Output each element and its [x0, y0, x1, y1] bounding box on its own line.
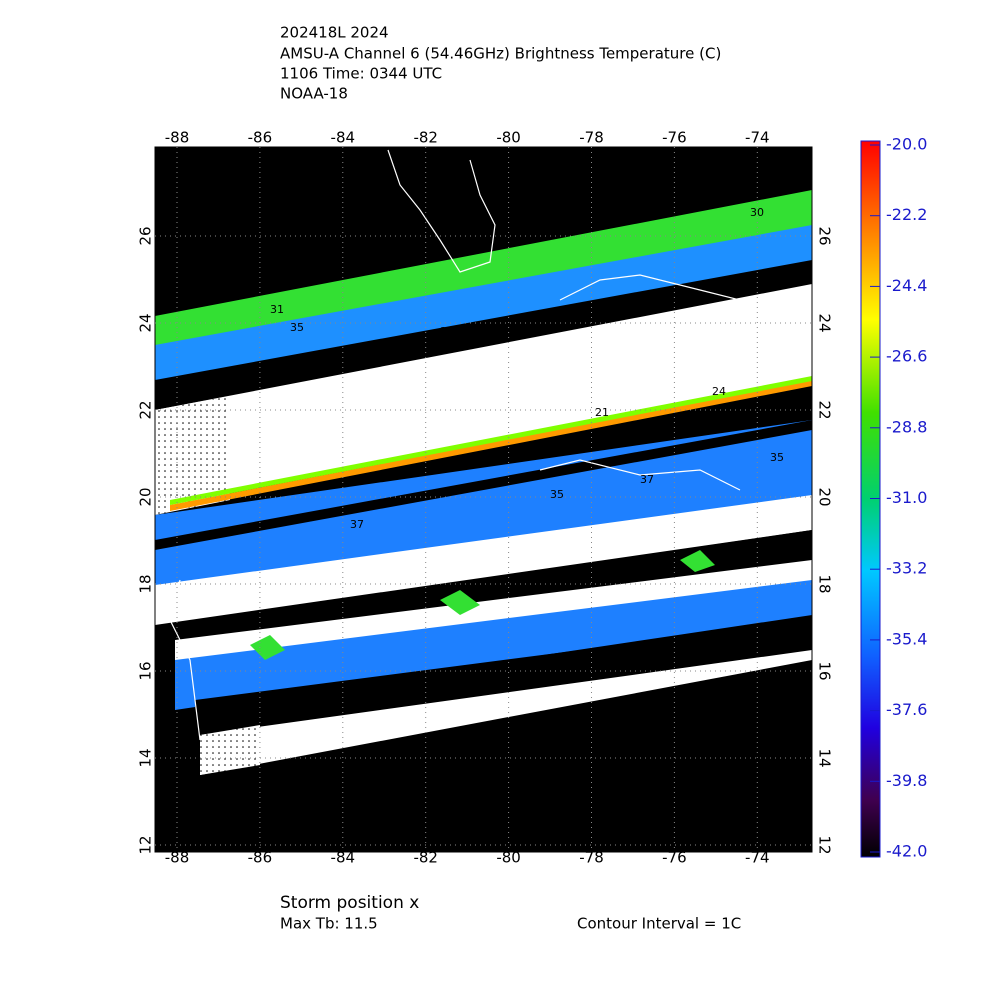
- colorbar-label: -42.0: [886, 842, 927, 861]
- contour-label: 35: [290, 321, 304, 334]
- lon-label-top: -82: [413, 129, 438, 147]
- lon-label-top: -78: [579, 129, 604, 147]
- colorbar-ticks: -20.0 -22.2 -24.4 -26.6 -28.8 -31.0 -33.2 -35.4…: [870, 135, 927, 861]
- colorbar-label: -31.0: [886, 488, 927, 507]
- lat-label-right: 20: [816, 487, 834, 506]
- lat-label-right: 12: [816, 835, 834, 854]
- contour-label: 31: [270, 303, 284, 316]
- lon-label-top: -74: [745, 129, 770, 147]
- title-block: 202418L 2024 AMSU-A Channel 6 (54.46GHz)…: [280, 24, 721, 103]
- lon-label-bottom: -82: [413, 849, 438, 867]
- contour-interval: Contour Interval = 1C: [577, 915, 741, 933]
- colorbar-label: -22.2: [886, 205, 927, 224]
- contour-label: 30: [750, 206, 764, 219]
- storm-position: Storm position x: [280, 893, 419, 913]
- footer: Storm position x Max Tb: 11.5 Contour In…: [280, 893, 741, 933]
- lat-label-left: 24: [137, 313, 155, 332]
- lat-label-right: 24: [816, 313, 834, 332]
- lat-label-right: 22: [816, 400, 834, 419]
- lat-label-right: 26: [816, 226, 834, 245]
- contour-label: 24: [712, 385, 726, 398]
- lat-label-left: 26: [137, 226, 155, 245]
- title-line: 202418L 2024: [280, 24, 389, 42]
- map-frame: [154, 146, 813, 853]
- lon-label-top: -86: [248, 129, 273, 147]
- contour-label: 37: [640, 473, 654, 486]
- contour-label: 35: [770, 451, 784, 464]
- lon-label-top: -76: [662, 129, 687, 147]
- lon-label-top: -80: [496, 129, 521, 147]
- colorbar-label: -35.4: [886, 629, 927, 648]
- lon-label-bottom: -76: [662, 849, 687, 867]
- lon-label-bottom: -84: [331, 849, 356, 867]
- lon-label-bottom: -78: [579, 849, 604, 867]
- lon-label-bottom: -74: [745, 849, 770, 867]
- title-line: AMSU-A Channel 6 (54.46GHz) Brightness T…: [280, 45, 721, 63]
- contour-label: 21: [595, 406, 609, 419]
- colorbar-label: -39.8: [886, 771, 927, 790]
- colorbar-label: -28.8: [886, 417, 927, 436]
- lat-label-left: 14: [137, 748, 155, 767]
- lon-label-top: -84: [331, 129, 356, 147]
- contour-label: 35: [550, 488, 564, 501]
- colorbar-label: -24.4: [886, 276, 927, 295]
- lon-label-bottom: -80: [496, 849, 521, 867]
- colorbar-label: -37.6: [886, 700, 927, 719]
- lat-label-left: 22: [137, 400, 155, 419]
- map-image: [155, 147, 812, 852]
- lat-label-left: 18: [137, 574, 155, 593]
- colorbar-label: -20.0: [886, 135, 927, 154]
- lat-label-left: 16: [137, 661, 155, 680]
- title-line: 1106 Time: 0344 UTC: [280, 65, 442, 83]
- lat-label-right: 18: [816, 574, 834, 593]
- contour-label: 35: [440, 325, 454, 338]
- contour-label: 37: [350, 518, 364, 531]
- max-tb: Max Tb: 11.5: [280, 915, 378, 933]
- map-ticks: -88 -88 -86 -86 -84 -84 -82 -82 -80 -80 -78 -78 -76 -…: [137, 129, 834, 867]
- lat-label-left: 12: [137, 835, 155, 854]
- colorbar-label: -26.6: [886, 347, 927, 366]
- lon-label-bottom: -86: [248, 849, 273, 867]
- lat-label-right: 16: [816, 661, 834, 680]
- colorbar: -20.0 -22.2 -24.4 -26.6 -28.8 -31.0 -33.2 -35.4…: [860, 135, 927, 861]
- lon-label-top: -88: [165, 129, 190, 147]
- lat-label-left: 20: [137, 487, 155, 506]
- title-line: NOAA-18: [280, 85, 348, 103]
- lat-label-right: 14: [816, 748, 834, 767]
- lon-label-bottom: -88: [165, 849, 190, 867]
- colorbar-label: -33.2: [886, 559, 927, 578]
